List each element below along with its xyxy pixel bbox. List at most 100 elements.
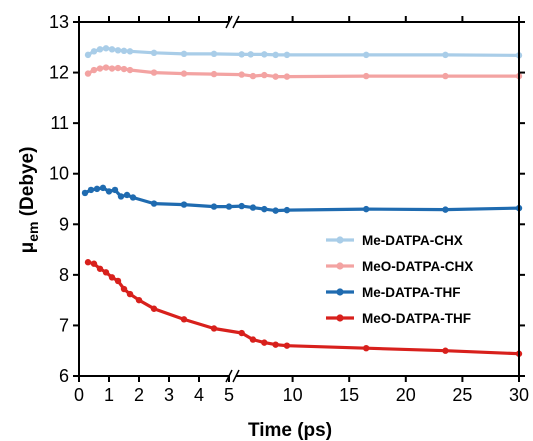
- data-point-Me-DATPA-CHX: [180, 50, 188, 58]
- data-point-Me-DATPA-CHX: [261, 51, 268, 58]
- data-point-MeO-DATPA-THF: [272, 341, 279, 348]
- data-point-MeO-DATPA-THF: [135, 296, 143, 304]
- data-point-Me-DATPA-THF: [261, 205, 268, 213]
- legend-label-MeO-DATPA-THF: MeO-DATPA-THF: [362, 311, 471, 326]
- data-point-MeO-DATPA-CHX: [261, 71, 268, 79]
- data-point-Me-DATPA-THF: [225, 203, 233, 210]
- data-point-Me-DATPA-CHX: [362, 51, 370, 59]
- x-tick-label: 4: [194, 385, 204, 405]
- data-point-Me-DATPA-THF: [81, 189, 89, 197]
- legend-marker-Me-DATPA-CHX: [336, 236, 344, 244]
- data-point-Me-DATPA-THF: [249, 204, 257, 211]
- y-tick-label: 9: [59, 214, 69, 234]
- data-point-MeO-DATPA-THF: [180, 316, 188, 323]
- data-point-MeO-DATPA-THF: [442, 347, 449, 354]
- x-tick-label: 3: [164, 385, 174, 405]
- legend-label-Me-DATPA-CHX: Me-DATPA-CHX: [362, 233, 463, 248]
- data-point-Me-DATPA-CHX: [272, 51, 279, 59]
- x-tick-label: 25: [452, 385, 472, 405]
- y-tick-label: 12: [49, 63, 69, 83]
- data-point-MeO-DATPA-THF: [120, 285, 128, 293]
- legend-marker-MeO-DATPA-THF: [336, 314, 344, 322]
- legend-label-MeO-DATPA-CHX: MeO-DATPA-CHX: [362, 259, 473, 274]
- data-point-Me-DATPA-THF: [93, 185, 101, 193]
- data-point-MeO-DATPA-CHX: [84, 70, 92, 77]
- x-tick-label: 1: [104, 385, 114, 405]
- data-point-MeO-DATPA-CHX: [283, 73, 291, 80]
- data-point-MeO-DATPA-CHX: [272, 73, 279, 80]
- data-point-MeO-DATPA-CHX: [238, 71, 245, 78]
- data-point-MeO-DATPA-THF: [102, 269, 110, 276]
- data-point-MeO-DATPA-THF: [126, 290, 134, 298]
- data-point-MeO-DATPA-THF: [238, 329, 245, 337]
- y-axis-title-subscript: em: [25, 222, 41, 242]
- x-axis-title: Time (ps): [248, 420, 332, 441]
- y-axis-title: μem (Debye): [17, 147, 41, 254]
- data-point-Me-DATPA-THF: [105, 188, 113, 195]
- data-point-MeO-DATPA-THF: [114, 277, 122, 285]
- data-point-MeO-DATPA-CHX: [96, 65, 104, 72]
- data-point-MeO-DATPA-THF: [90, 260, 98, 267]
- data-point-Me-DATPA-CHX: [102, 45, 110, 52]
- legend-marker-MeO-DATPA-CHX: [336, 262, 344, 270]
- data-point-MeO-DATPA-THF: [249, 336, 257, 343]
- data-point-MeO-DATPA-CHX: [120, 65, 128, 73]
- data-point-Me-DATPA-THF: [238, 202, 245, 210]
- data-point-MeO-DATPA-CHX: [150, 69, 158, 76]
- data-point-MeO-DATPA-THF: [362, 344, 370, 352]
- data-point-Me-DATPA-THF: [99, 184, 107, 192]
- series-layer: [81, 45, 523, 357]
- data-point-Me-DATPA-CHX: [84, 51, 92, 59]
- data-point-MeO-DATPA-CHX: [102, 64, 110, 71]
- x-tick-label: 20: [396, 385, 416, 405]
- x-tick-label: 10: [283, 385, 303, 405]
- data-point-MeO-DATPA-CHX: [108, 65, 116, 72]
- data-point-MeO-DATPA-CHX: [362, 72, 370, 80]
- data-point-Me-DATPA-THF: [117, 193, 125, 200]
- data-point-Me-DATPA-CHX: [283, 51, 291, 59]
- data-point-Me-DATPA-THF: [123, 191, 131, 199]
- data-point-MeO-DATPA-CHX: [442, 72, 449, 80]
- y-tick-label: 11: [50, 113, 69, 133]
- data-point-Me-DATPA-CHX: [247, 51, 254, 58]
- data-point-Me-DATPA-CHX: [114, 47, 122, 54]
- data-point-Me-DATPA-CHX: [126, 48, 134, 55]
- legend-label-Me-DATPA-THF: Me-DATPA-THF: [362, 285, 460, 300]
- data-point-MeO-DATPA-CHX: [126, 66, 134, 74]
- y-tick-label: 6: [59, 366, 69, 386]
- data-point-Me-DATPA-CHX: [120, 47, 128, 55]
- data-point-Me-DATPA-THF: [180, 201, 188, 208]
- data-point-MeO-DATPA-THF: [283, 342, 291, 349]
- data-point-Me-DATPA-THF: [210, 203, 218, 210]
- x-tick-label: 0: [74, 385, 84, 405]
- data-point-MeO-DATPA-CHX: [249, 72, 257, 80]
- data-point-Me-DATPA-CHX: [238, 51, 245, 58]
- data-point-Me-DATPA-THF: [283, 206, 291, 214]
- data-point-Me-DATPA-THF: [362, 205, 370, 213]
- data-point-Me-DATPA-THF: [272, 207, 279, 214]
- data-point-Me-DATPA-CHX: [442, 51, 449, 59]
- data-point-MeO-DATPA-CHX: [210, 70, 218, 78]
- data-point-Me-DATPA-CHX: [150, 49, 158, 57]
- data-point-MeO-DATPA-THF: [261, 339, 268, 346]
- data-point-MeO-DATPA-THF: [84, 259, 92, 266]
- axis-break-mark: [232, 15, 240, 29]
- data-point-Me-DATPA-THF: [442, 206, 449, 213]
- x-tick-label: 2: [134, 385, 144, 405]
- data-point-Me-DATPA-THF: [111, 186, 119, 194]
- y-axis-title-symbol: μ: [17, 242, 38, 254]
- data-point-MeO-DATPA-THF: [150, 305, 158, 312]
- series-line-Me-DATPA-THF: [84, 186, 520, 213]
- y-tick-label: 8: [59, 265, 69, 285]
- data-point-MeO-DATPA-THF: [96, 265, 104, 272]
- legend: Me-DATPA-CHX MeO-DATPA-CHX Me-DATPA-THF MeO…: [326, 233, 473, 326]
- y-tick-label: 10: [49, 164, 69, 184]
- y-tick-label: 13: [49, 12, 69, 32]
- legend-marker-Me-DATPA-THF: [336, 288, 344, 296]
- data-point-Me-DATPA-THF: [87, 186, 95, 194]
- data-point-Me-DATPA-CHX: [108, 46, 116, 53]
- data-point-Me-DATPA-CHX: [210, 50, 218, 58]
- data-point-MeO-DATPA-CHX: [114, 64, 122, 72]
